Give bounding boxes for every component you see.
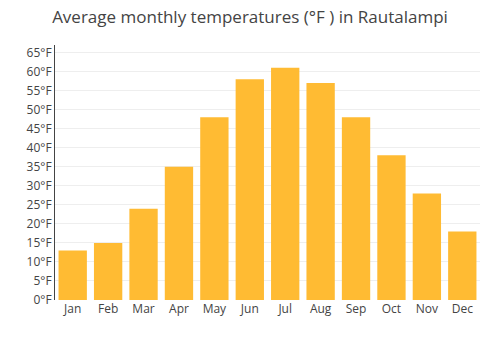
svg-text:45°F: 45°F — [27, 120, 52, 137]
svg-text:Dec: Dec — [452, 300, 473, 317]
svg-text:May: May — [203, 300, 227, 317]
svg-text:20°F: 20°F — [27, 215, 52, 232]
svg-text:Jun: Jun — [240, 300, 259, 317]
svg-text:35°F: 35°F — [27, 158, 52, 175]
svg-text:Jul: Jul — [277, 300, 292, 317]
svg-text:10°F: 10°F — [27, 253, 52, 270]
svg-text:Aug: Aug — [310, 300, 332, 317]
svg-text:Sep: Sep — [346, 300, 367, 317]
svg-text:5°F: 5°F — [33, 272, 51, 289]
svg-text:55°F: 55°F — [27, 82, 52, 99]
svg-text:Jan: Jan — [63, 300, 81, 317]
svg-text:Feb: Feb — [98, 300, 118, 317]
svg-text:Oct: Oct — [382, 300, 401, 317]
svg-text:Nov: Nov — [416, 300, 438, 317]
svg-text:40°F: 40°F — [27, 139, 52, 156]
svg-text:Apr: Apr — [169, 300, 189, 317]
svg-text:Mar: Mar — [132, 300, 154, 317]
svg-text:0°F: 0°F — [33, 291, 51, 308]
svg-text:65°F: 65°F — [27, 44, 52, 61]
svg-text:60°F: 60°F — [27, 63, 52, 80]
svg-text:Average monthly temperatures (: Average monthly temperatures (°F ) in Ra… — [52, 5, 448, 28]
svg-text:30°F: 30°F — [27, 177, 52, 194]
svg-text:15°F: 15°F — [27, 234, 52, 251]
svg-text:50°F: 50°F — [27, 101, 52, 118]
svg-text:25°F: 25°F — [27, 196, 52, 213]
